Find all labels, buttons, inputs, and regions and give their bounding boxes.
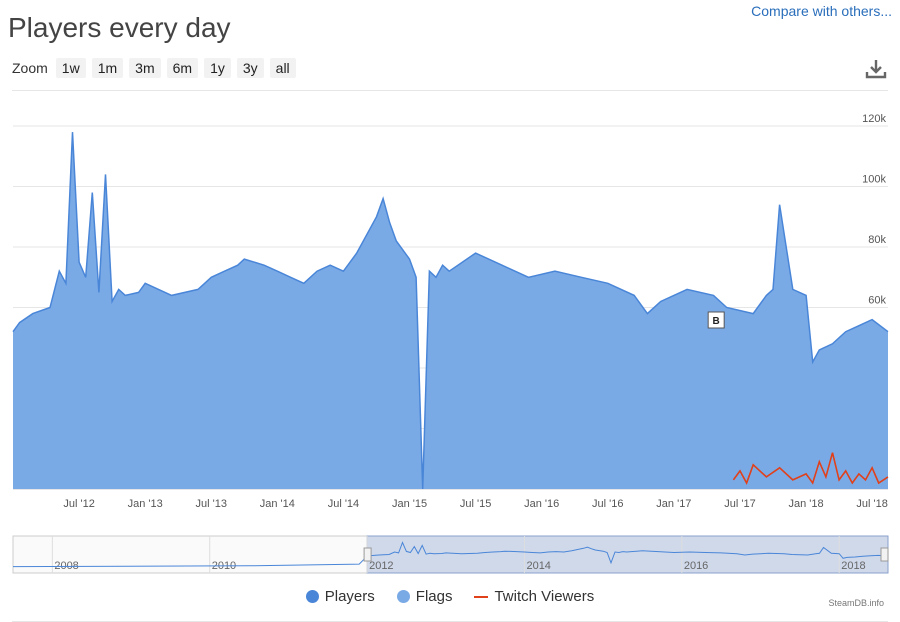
players-series-line xyxy=(12,132,889,490)
x-tick-label: Jul '17 xyxy=(724,498,755,510)
x-tick-label: Jul '15 xyxy=(460,498,491,510)
legend-label-twitch-viewers: Twitch Viewers xyxy=(494,588,595,605)
legend-marker-players xyxy=(305,590,319,603)
legend-item-flags[interactable]: Flags xyxy=(396,588,453,605)
x-tick-label: Jul '16 xyxy=(592,498,623,510)
zoom-3y-button[interactable]: 3y xyxy=(236,58,264,78)
navigator-handle xyxy=(363,547,372,562)
navigator-handle xyxy=(880,547,889,562)
x-tick-label: Jan '16 xyxy=(524,498,559,510)
legend-item-twitch-viewers[interactable]: Twitch Viewers xyxy=(474,588,594,605)
legend-marker-twitch xyxy=(474,595,489,598)
twitch-viewers-series-line xyxy=(732,452,889,485)
x-tick-label: Jan '13 xyxy=(128,498,163,510)
y-tick-label: 100k xyxy=(862,174,886,186)
credit-text: SteamDB.info xyxy=(828,598,884,608)
download-icon[interactable] xyxy=(864,58,888,80)
divider-top xyxy=(12,90,888,91)
zoom-6m-button[interactable]: 6m xyxy=(166,58,199,78)
x-tick-label: Jul '13 xyxy=(196,498,227,510)
page-title: Players every day xyxy=(8,12,231,43)
legend-label-flags: Flags xyxy=(415,588,453,605)
zoom-label: Zoom xyxy=(12,60,48,76)
legend-label-players: Players xyxy=(324,588,375,605)
flag-label: B xyxy=(713,316,720,327)
x-tick-label: Jan '18 xyxy=(788,498,823,510)
y-tick-label: 120k xyxy=(862,113,886,125)
x-tick-label: Jul '12 xyxy=(63,498,94,510)
zoom-3m-button[interactable]: 3m xyxy=(129,58,161,78)
navigator-tick-label: 2014 xyxy=(526,560,550,572)
players-area xyxy=(13,132,888,489)
navigator-tick-label: 2018 xyxy=(841,560,865,572)
legend-marker-flags xyxy=(396,590,410,603)
x-tick-label: Jan '17 xyxy=(656,498,691,510)
x-tick-label: Jan '14 xyxy=(260,498,295,510)
x-tick-label: Jul '18 xyxy=(856,498,887,510)
legend-item-players[interactable]: Players xyxy=(305,588,375,605)
y-tick-label: 80k xyxy=(868,234,886,246)
x-tick-label: Jan '15 xyxy=(392,498,427,510)
zoom-all-button[interactable]: all xyxy=(269,58,296,78)
navigator-series-line xyxy=(12,541,889,568)
zoom-controls: Zoom 1w 1m 3m 6m 1y 3y all xyxy=(12,58,296,78)
navigator-tick-label: 2016 xyxy=(684,560,708,572)
flag-marker xyxy=(707,311,725,329)
zoom-1m-button[interactable]: 1m xyxy=(91,58,124,78)
zoom-1w-button[interactable]: 1w xyxy=(55,58,86,78)
x-tick-label: Jul '14 xyxy=(328,498,359,510)
legend: Players Flags Twitch Viewers xyxy=(0,588,900,605)
zoom-1y-button[interactable]: 1y xyxy=(204,58,231,78)
y-tick-label: 60k xyxy=(868,295,886,307)
compare-link[interactable]: Compare with others... xyxy=(751,3,892,19)
navigator-tick-label: 2012 xyxy=(369,560,393,572)
